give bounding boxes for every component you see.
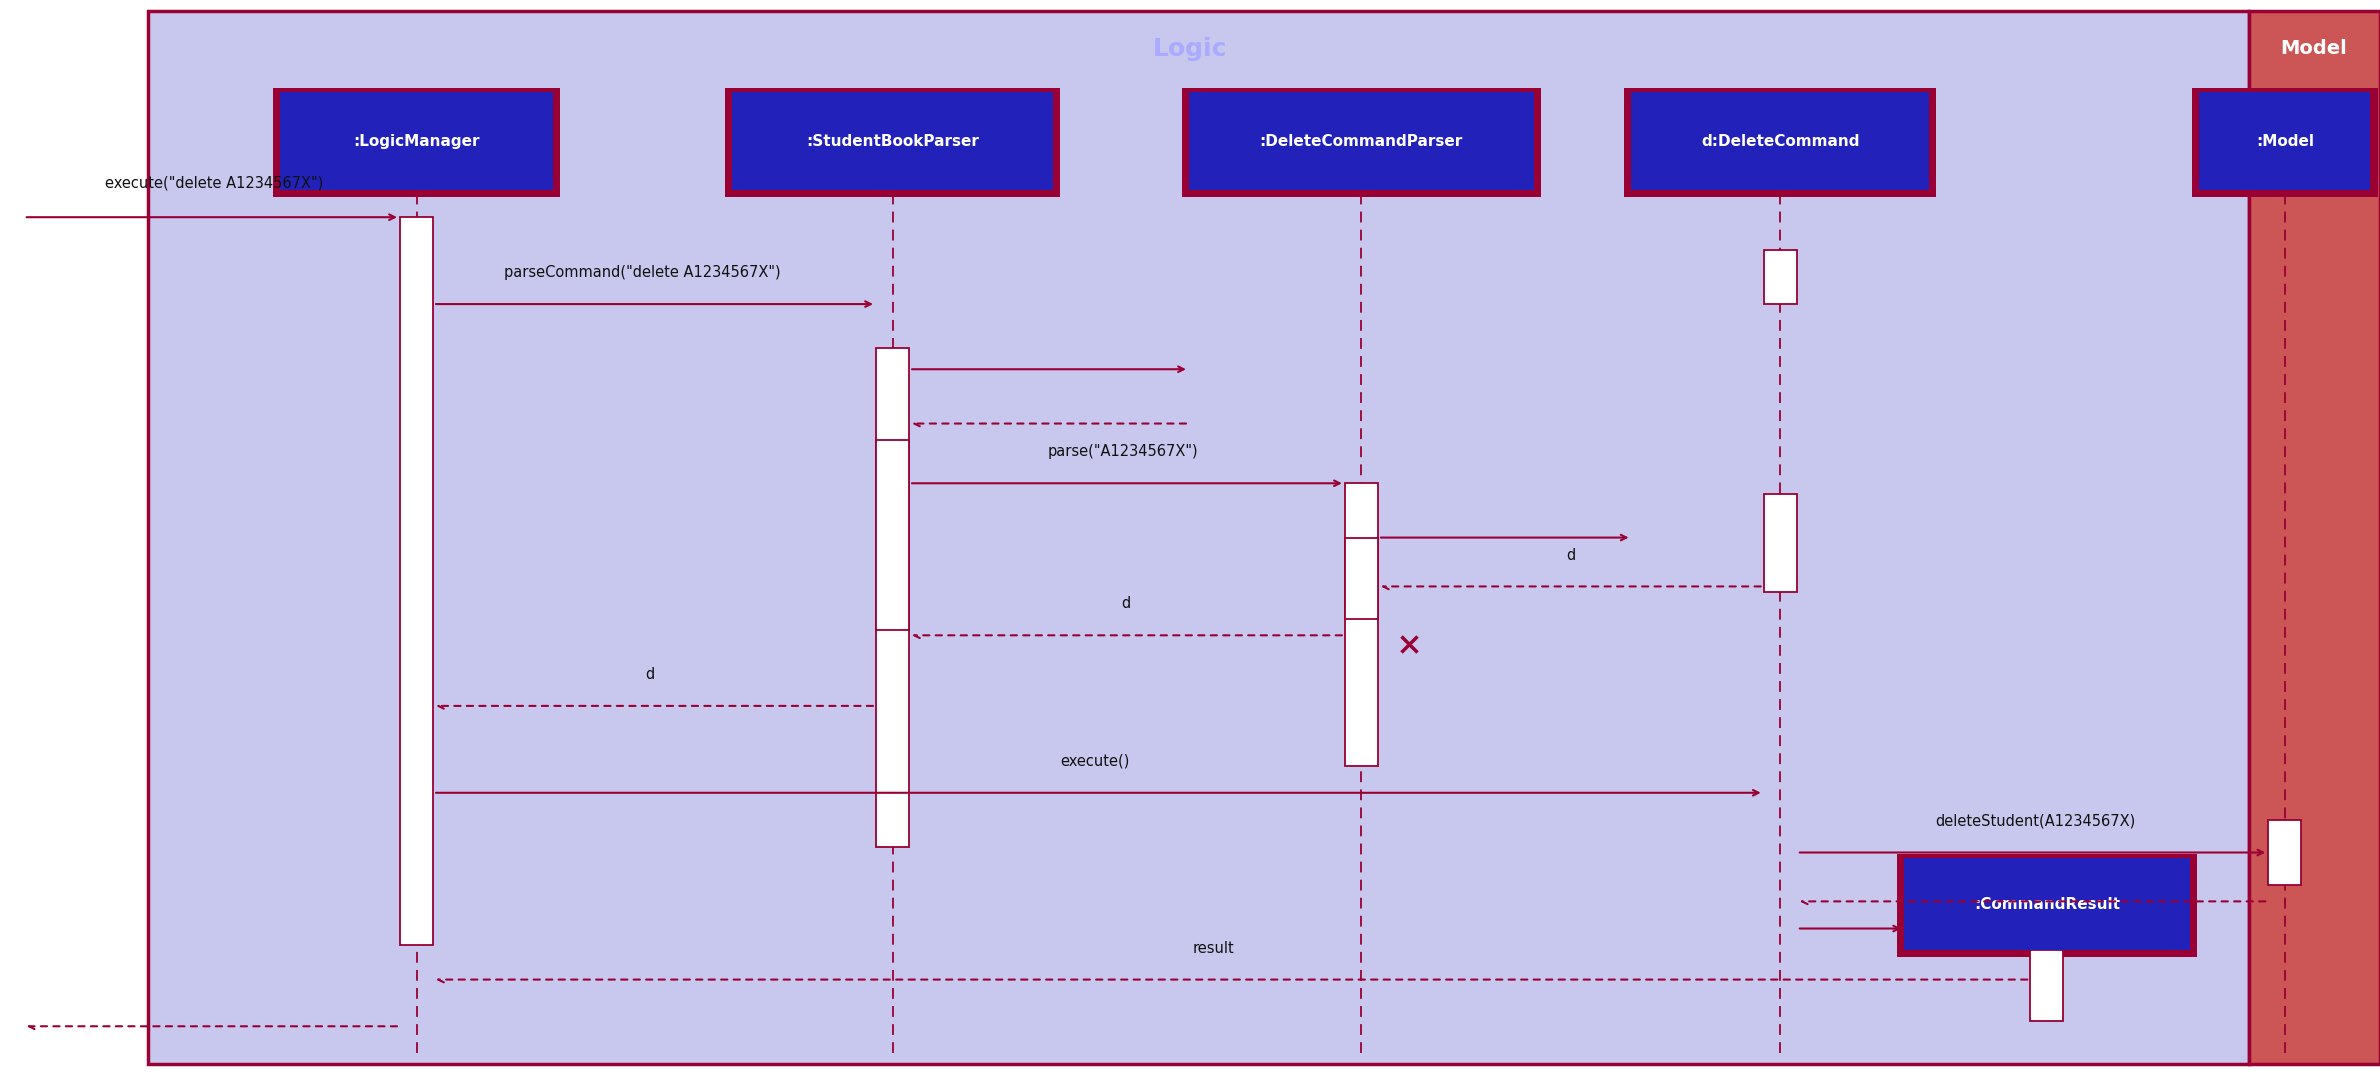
Text: :DeleteCommandParser: :DeleteCommandParser (1259, 134, 1464, 149)
Text: deleteStudent(A1234567X): deleteStudent(A1234567X) (1935, 813, 2135, 829)
Text: :StudentBookParser: :StudentBookParser (807, 134, 978, 149)
Bar (1764, 250, 1797, 304)
Bar (1345, 538, 1378, 619)
Text: :LogicManager: :LogicManager (352, 134, 481, 149)
Text: d: d (1121, 596, 1130, 611)
Bar (400, 217, 433, 945)
Text: d: d (1566, 547, 1576, 563)
Bar (1190, 92, 1533, 190)
Bar (1633, 92, 1928, 190)
Text: d: d (645, 667, 654, 682)
Bar (2192, 88, 2378, 197)
Text: execute(): execute() (1059, 754, 1130, 769)
Text: :Model: :Model (2256, 134, 2313, 149)
Text: Model: Model (2280, 39, 2347, 59)
Text: Logic: Logic (1152, 37, 1228, 61)
Bar (1904, 858, 2190, 950)
Bar (1180, 88, 1542, 197)
Bar (1623, 88, 1937, 197)
Bar (1345, 483, 1378, 766)
Text: :CommandResult: :CommandResult (1973, 897, 2121, 911)
Bar (271, 88, 562, 197)
Text: parseCommand("delete A1234567X"): parseCommand("delete A1234567X") (505, 265, 781, 280)
Bar (281, 92, 552, 190)
Bar (1764, 494, 1797, 592)
Bar (2249, 11, 2380, 1064)
Bar (726, 88, 1061, 197)
Bar (733, 92, 1054, 190)
Bar (2268, 820, 2301, 885)
Bar (148, 11, 2249, 1064)
Bar (1897, 854, 2197, 957)
Bar (2030, 950, 2063, 1021)
Bar (2199, 92, 2370, 190)
Bar (876, 348, 909, 847)
Text: parse("A1234567X"): parse("A1234567X") (1047, 444, 1200, 459)
Text: d:DeleteCommand: d:DeleteCommand (1702, 134, 1859, 149)
Bar (876, 440, 909, 630)
Text: result: result (1192, 940, 1235, 956)
Text: execute("delete A1234567X"): execute("delete A1234567X") (105, 175, 324, 190)
